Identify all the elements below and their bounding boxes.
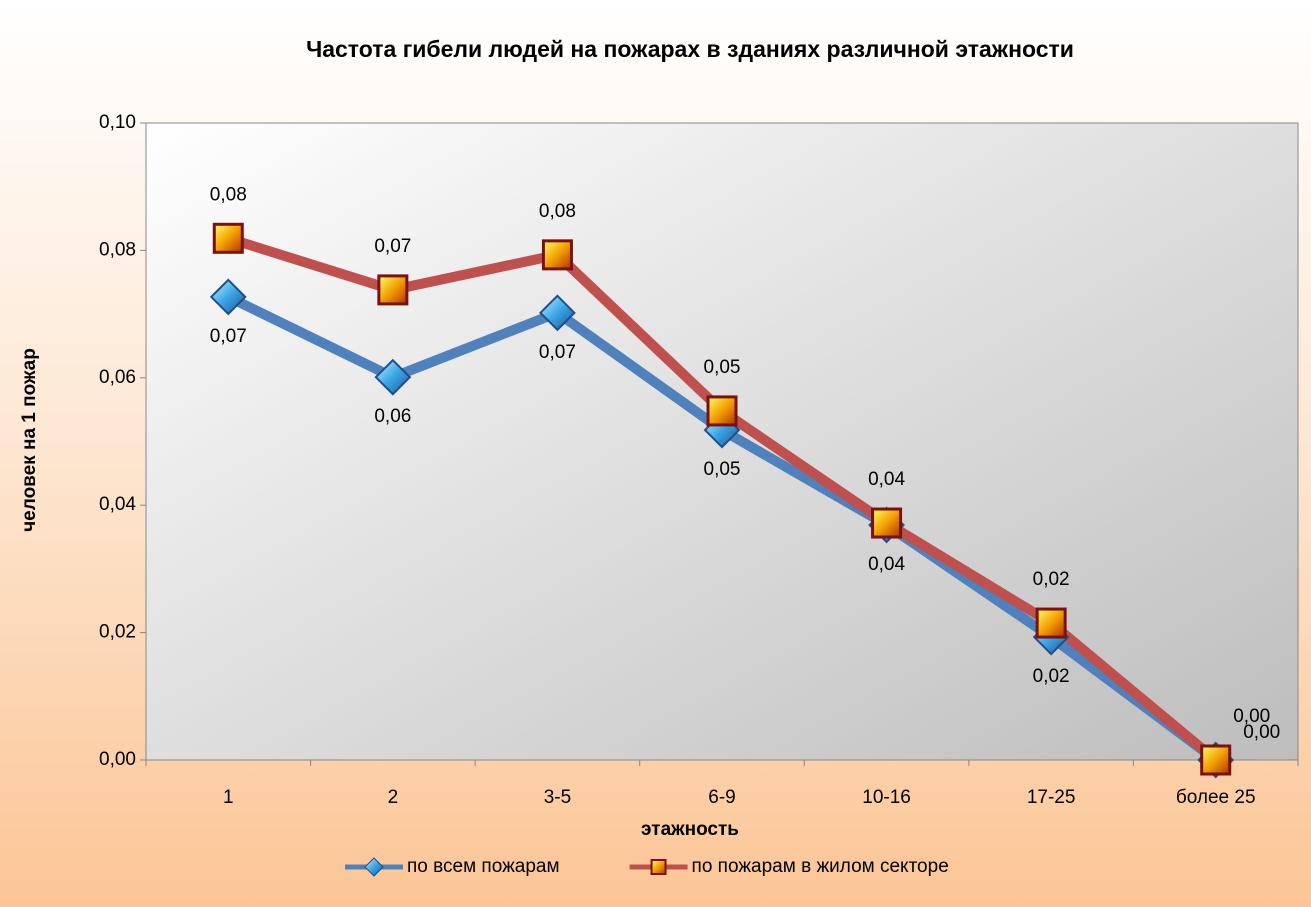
marker [706, 395, 738, 427]
x-axis-title: этажность [641, 819, 739, 840]
data-label: 0,08 [210, 184, 247, 205]
x-tick-label: 3-5 [544, 787, 571, 808]
x-tick-label: 17-25 [1027, 787, 1076, 808]
x-tick-label: 1 [223, 787, 234, 808]
marker [374, 358, 412, 396]
y-tick-label: 0,08 [99, 239, 136, 260]
y-tick-label: 0,10 [99, 112, 136, 133]
legend-label: по всем пожарам [407, 856, 560, 877]
data-label: 0,04 [868, 469, 905, 490]
data-label: 0,07 [210, 326, 247, 347]
data-label: 0,06 [374, 406, 411, 427]
data-label: 0,07 [539, 342, 576, 363]
marker [209, 278, 247, 316]
marker [1200, 744, 1232, 776]
y-tick-label: 0,00 [99, 749, 136, 770]
x-tick-label: 2 [388, 787, 399, 808]
y-tick-label: 0,02 [99, 622, 136, 643]
legend-marker [364, 857, 384, 877]
legend-label: по пожарам в жилом секторе [692, 856, 949, 877]
data-label: 0,08 [539, 201, 576, 222]
data-label: 0,00 [1243, 722, 1280, 743]
data-label: 0,00 [1233, 706, 1270, 727]
marker [377, 274, 409, 306]
data-label: 0,05 [704, 357, 741, 378]
data-label: 0,02 [1033, 569, 1070, 590]
x-tick-label: 6-9 [708, 787, 735, 808]
marker [871, 507, 903, 539]
data-label: 0,05 [704, 459, 741, 480]
x-tick-label: 10-16 [862, 787, 911, 808]
y-axis-title: человек на 1 пожар [19, 348, 40, 532]
y-tick-label: 0,06 [99, 367, 136, 388]
x-tick-label: более 25 [1176, 787, 1256, 808]
data-label: 0,02 [1033, 666, 1070, 687]
marker [212, 222, 244, 254]
data-label: 0,07 [374, 236, 411, 257]
legend-marker [650, 859, 667, 875]
marker [539, 294, 576, 332]
data-label: 0,04 [868, 554, 905, 575]
y-tick-label: 0,04 [99, 494, 136, 515]
marker [1035, 607, 1067, 639]
chart-title: Частота гибели людей на пожарах в здания… [306, 36, 1074, 62]
marker [541, 239, 573, 271]
